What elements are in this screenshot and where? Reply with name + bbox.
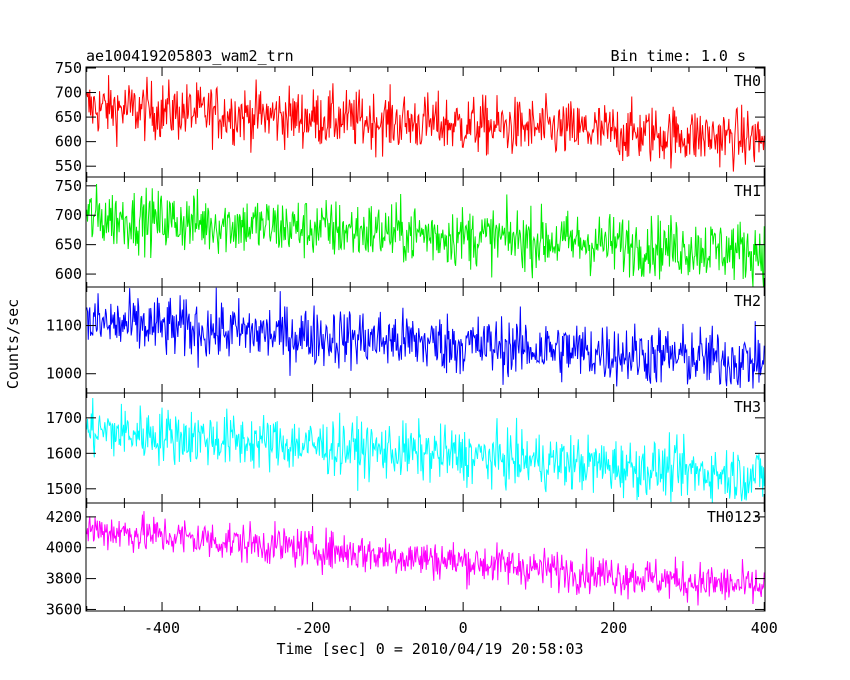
panel-th3: 1500 1600 1700 TH3 (46, 392, 766, 504)
y-tick-label: 1700 (46, 409, 82, 427)
panel-label: TH2 (734, 292, 761, 310)
y-tick-label: 4200 (46, 508, 82, 526)
y-tick-label: 1000 (46, 365, 82, 383)
observation-id: ae100419205803_wam2_trn (86, 47, 294, 65)
y-tick-label: 750 (55, 177, 82, 195)
series-line-th1 (86, 184, 765, 288)
x-tick-label: -200 (295, 619, 331, 637)
panel-th0123: 3600 3800 4000 4200 TH0123 (46, 502, 766, 618)
x-axis-title: Time [sec] 0 = 2010/04/19 20:58:03 (276, 640, 583, 658)
y-axis-title: Counts/sec (4, 299, 22, 389)
x-tick-label: -400 (144, 619, 180, 637)
y-tick-label: 750 (55, 59, 82, 77)
x-tick-label: 0 (459, 619, 468, 637)
y-tick-label: 1500 (46, 480, 82, 498)
panel-label: TH0123 (707, 508, 761, 526)
panel-label: TH1 (734, 182, 761, 200)
x-tick-label: 400 (751, 619, 778, 637)
panel-label: TH0 (734, 72, 761, 90)
y-tick-label: 1100 (46, 317, 82, 335)
series-line-th3 (86, 397, 765, 504)
y-tick-label: 3800 (46, 570, 82, 588)
series-line-th2 (86, 287, 765, 389)
y-tick-label: 700 (55, 206, 82, 224)
panel-label: TH3 (734, 398, 761, 416)
y-tick-label: 550 (55, 157, 82, 175)
y-tick-label: 600 (55, 265, 82, 283)
y-tick-label: 650 (55, 236, 82, 254)
y-tick-label: 4000 (46, 539, 82, 557)
y-tick-label: 650 (55, 108, 82, 126)
panel-th2: 1000 1100 TH2 (46, 286, 766, 394)
series-line-th0 (86, 75, 765, 172)
y-tick-label: 1600 (46, 444, 82, 462)
x-tick-label: 200 (600, 619, 627, 637)
series-line-th0123 (86, 511, 765, 606)
panels: 550 600 650 700 750 TH0 600 650 700 750 TH1 1000 110… (46, 59, 778, 637)
panel-th0: 550 600 650 700 750 TH0 (55, 59, 766, 178)
y-tick-label: 600 (55, 133, 82, 151)
y-tick-label: 3600 (46, 600, 82, 618)
bin-time-label: Bin time: 1.0 s (611, 47, 746, 65)
y-tick-label: 700 (55, 84, 82, 102)
panel-th1: 600 650 700 750 TH1 (55, 176, 766, 288)
